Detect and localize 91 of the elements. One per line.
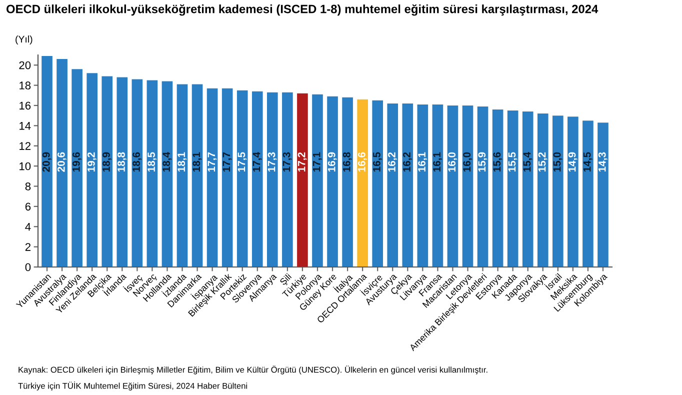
- data-label: 15,0: [553, 152, 562, 172]
- y-tick-label: 8: [25, 182, 31, 190]
- data-label: 16,9: [328, 152, 337, 172]
- data-label: 15,9: [478, 152, 488, 172]
- data-label: 17,4: [252, 152, 262, 172]
- data-label: 19,6: [72, 152, 82, 172]
- data-label: 16,1: [433, 152, 442, 172]
- bar: [522, 112, 534, 267]
- bar: [598, 122, 608, 267]
- data-label: 16,5: [373, 152, 382, 172]
- y-tick-label: 20: [19, 61, 31, 70]
- data-label: 17,7: [208, 152, 217, 172]
- data-label: 17,3: [282, 152, 292, 172]
- bar: [132, 79, 143, 267]
- data-label: 15,4: [523, 152, 532, 172]
- bar: [477, 106, 488, 267]
- bar: [568, 116, 578, 267]
- data-label: 16,2: [388, 152, 397, 172]
- text: Türkiye için TÜİK Muhtemel Eğitim Süresi, 2024 Haber Bülteni: [18, 382, 248, 390]
- bar: [327, 96, 338, 267]
- data-label: 17,5: [238, 152, 247, 172]
- bar: [222, 88, 233, 267]
- data-label: 18,4: [162, 152, 172, 172]
- y-tick-label: 14: [20, 122, 31, 130]
- data-label: 18,8: [118, 152, 126, 172]
- bar: [417, 104, 428, 267]
- bar: [537, 114, 548, 267]
- bar: [387, 103, 398, 267]
- data-label: 15,2: [538, 152, 548, 172]
- data-label: 17,3: [268, 152, 277, 172]
- bar: [402, 103, 414, 267]
- data-label: 20,6: [57, 152, 66, 172]
- bar: [357, 99, 368, 267]
- data-label: 16,1: [418, 152, 427, 172]
- bar: [102, 76, 113, 267]
- bar: [507, 110, 518, 267]
- data-label: 15,5: [508, 152, 518, 172]
- y-tick-label: 16: [20, 102, 31, 110]
- data-label: 16,2: [403, 152, 412, 172]
- bar: [282, 92, 293, 267]
- data-label: 14,3: [598, 152, 608, 172]
- data-label: 18,6: [132, 152, 142, 172]
- y-tick-label: 12: [20, 142, 30, 150]
- data-label: 18,9: [102, 152, 112, 172]
- y-tick-label: 2: [25, 243, 30, 251]
- data-label: 19,2: [88, 152, 96, 172]
- bar: [146, 80, 158, 267]
- data-label: 18,1: [192, 152, 202, 172]
- bar: [462, 105, 474, 267]
- chart-title: OECD ülkeleri ilkokul-yükseköğretim kademesi (ISCED 1-8) muhtemel eğitim süresi karşılaştırması, 2024: [6, 4, 598, 16]
- data-label: 14,5: [583, 152, 592, 172]
- data-label: 16,6: [358, 152, 367, 172]
- y-tick-label: 10: [20, 162, 31, 170]
- text: Kaynak: OECD ülkeleri için Birleşmiş Milletler Eğitim, Bilim ve Kültür Örgütü (UNESCO). Ülkelerin en güncel verisi kullanılmıştır.: [18, 366, 488, 374]
- y-tick-label: 18: [20, 82, 31, 90]
- bar: [582, 120, 594, 267]
- bar: [176, 84, 188, 267]
- bar: [72, 69, 82, 267]
- data-label: 20,9: [42, 152, 52, 172]
- data-label: 18,1: [178, 152, 187, 172]
- bar: [252, 91, 263, 267]
- data-label: 15,6: [493, 152, 502, 172]
- bar: [372, 100, 383, 267]
- y-axis-title: (Yıl): [16, 35, 32, 45]
- bar: [86, 73, 98, 267]
- bar: [42, 56, 52, 267]
- y-tick-label: 4: [25, 223, 31, 231]
- bar: [447, 105, 458, 267]
- y-tick-label: 0: [25, 263, 31, 272]
- bar: [192, 84, 203, 267]
- bar: [432, 104, 444, 267]
- bar: [162, 81, 173, 267]
- bar: [116, 77, 128, 267]
- bar: [492, 110, 504, 267]
- data-label: 14,9: [568, 152, 578, 172]
- bar: [267, 92, 278, 267]
- bar: [56, 59, 68, 267]
- y-tick-label: 6: [25, 202, 31, 211]
- bar: [312, 94, 323, 267]
- data-label: 17,7: [222, 152, 232, 172]
- data-label: 16,0: [448, 152, 458, 172]
- bar: [342, 97, 353, 267]
- data-label: 16,0: [463, 152, 472, 172]
- data-label: 17,2: [298, 152, 307, 172]
- data-label: 18,5: [148, 152, 157, 172]
- bar: [206, 88, 218, 267]
- bar: [552, 116, 564, 267]
- bar: [297, 93, 308, 267]
- data-label: 16,8: [342, 152, 352, 172]
- bar: [236, 90, 248, 267]
- data-label: 17,1: [313, 152, 322, 172]
